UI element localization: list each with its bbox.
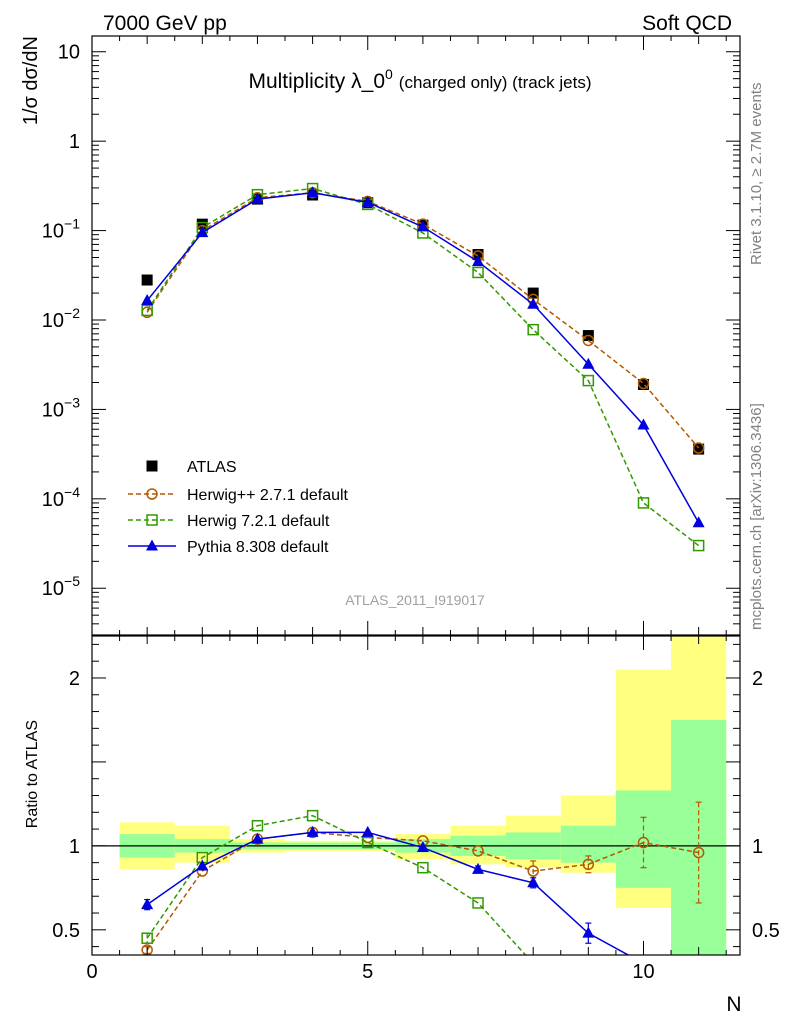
y-tick-label-bottom: 0.5 [52,920,80,942]
data-point [692,442,705,454]
ratio-band-inner [615,790,672,888]
ratio-point [251,832,264,844]
ratio-point [306,809,319,822]
ratio-point [306,825,319,837]
mcplots-label: mcplots.cern.ch [arXiv:1306.3436] [748,403,765,630]
title-main: Multiplicity λ_0 [248,70,385,93]
top-plot-frame [91,35,741,636]
data-point [527,287,539,299]
y-tick-label-top: 1 [69,131,80,153]
ratio-point [472,845,484,857]
ratio-point [417,861,429,874]
ratio-point [472,862,485,874]
ratio-point [416,841,429,853]
ratio-point [694,958,704,968]
title-suffix: (charged only) (track jets) [399,73,592,92]
y-tick-label-bottom-right: 0.5 [752,920,780,942]
x-tick-label: 10 [632,961,654,983]
data-point [196,226,209,238]
data-point [251,192,264,204]
title-sup: 0 [385,66,393,82]
legend-marker [146,460,158,472]
data-point [472,266,484,279]
rivet-label: Rivet 3.1.10, ≥ 2.7M events [748,83,765,266]
legend-label: Pythia 8.308 default [187,539,329,556]
ratio-point [472,897,484,909]
ratio-point [693,957,705,968]
ratio-point [582,858,595,871]
ratio-line [146,814,527,955]
series-line [146,187,700,547]
ratio-point [361,825,374,837]
y-tick-label-top: 10−2 [42,305,80,332]
ratio-point [141,932,153,944]
x-tick-label: 0 [86,961,97,983]
header-right: Soft QCD [642,12,732,35]
y-tick-label-bottom: 2 [69,668,80,690]
x-axis-label: N [726,993,741,1016]
ratio-point [361,836,374,849]
header-left: 7000 GeV pp [103,12,227,35]
data-point [141,304,153,317]
ratio-point [527,876,540,888]
ratio-line [146,831,699,951]
data-point [527,297,540,309]
data-point [141,294,154,306]
ratio-band-inner [671,719,727,955]
y-tick-label-top: 10−1 [42,216,80,243]
data-point [361,195,374,207]
data-point [637,378,649,390]
data-point [141,274,153,286]
y-tick-label-bottom: 1 [69,836,80,858]
ratio-point [527,865,539,877]
data-point [416,220,429,232]
data-point [692,539,705,552]
ratio-point [528,958,538,968]
y-tick-label-top: 10−3 [42,394,80,421]
data-point [527,323,539,336]
data-point [637,497,650,509]
y-axis-label-top: 1/σ dσ/dN [20,36,42,125]
ratio-point [637,836,650,849]
data-point [637,377,650,390]
data-point [582,334,595,347]
data-point [306,186,319,198]
analysis-label: ATLAS_2011_I919017 [345,592,485,608]
legend-label: ATLAS [187,459,237,476]
chart-title: Multiplicity λ_00 (charged only) (track j… [248,66,591,93]
y-tick-label-top: 10 [58,42,80,64]
ratio-point [251,819,264,832]
y-tick-label-bottom-right: 2 [752,668,763,690]
data-point [692,516,705,528]
legend-marker [146,488,158,500]
x-tick-label: 5 [362,961,373,983]
data-point [472,255,485,267]
ratio-point [582,926,595,938]
y-tick-label-top: 10−4 [42,484,80,511]
data-point [582,357,595,369]
ratio-point [692,846,705,859]
legend-label: Herwig 7.2.1 default [187,513,330,530]
y-tick-label-top: 10−5 [42,573,80,600]
legend-marker [146,514,158,526]
legend-label: Herwig++ 2.7.1 default [187,487,349,504]
ratio-point [583,958,593,968]
data-point [582,374,595,387]
ratio-point [141,898,154,910]
legend-marker [146,539,158,551]
data-point [196,218,208,230]
data-point [472,249,484,261]
y-axis-label-bottom: Ratio to ATLAS [24,720,41,828]
y-tick-label-bottom-right: 1 [752,836,763,858]
ratio-point [196,859,209,871]
data-point [637,418,650,430]
data-point [693,443,705,455]
